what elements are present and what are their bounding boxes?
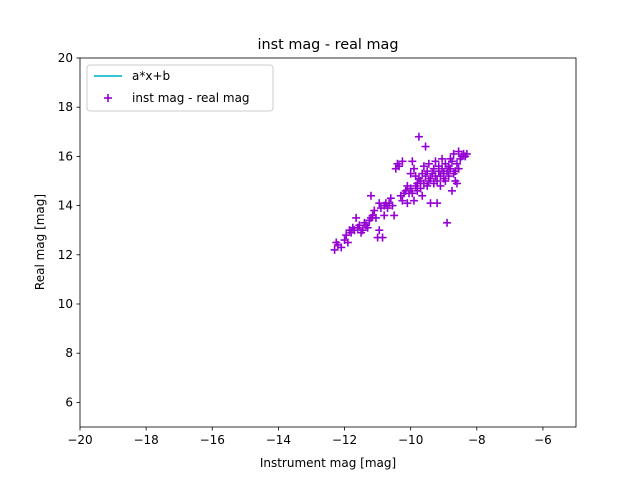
data-point xyxy=(378,233,387,242)
data-point xyxy=(448,186,456,195)
data-point xyxy=(337,243,346,252)
data-point xyxy=(462,149,471,158)
data-point xyxy=(433,177,442,185)
data-point xyxy=(330,245,339,254)
x-tick-label: −16 xyxy=(200,433,225,447)
y-axis-ticks: 6 8 10 12 14 16 18 20 xyxy=(58,51,80,409)
legend: a*x+b inst mag - real mag xyxy=(86,64,274,112)
x-tick-label: −8 xyxy=(468,433,486,447)
data-point xyxy=(421,142,430,151)
data-point xyxy=(342,231,351,240)
data-point xyxy=(370,206,379,215)
data-point xyxy=(371,213,380,222)
data-point xyxy=(429,164,438,173)
legend-box xyxy=(86,64,274,112)
data-point xyxy=(438,154,447,163)
data-point xyxy=(449,149,458,158)
x-tick-label: −20 xyxy=(67,433,92,447)
data-point xyxy=(403,199,412,208)
data-point xyxy=(452,179,461,188)
data-point xyxy=(409,164,418,173)
data-point xyxy=(363,223,372,232)
data-point xyxy=(414,132,423,141)
data-point xyxy=(409,196,418,205)
data-point xyxy=(446,164,455,173)
y-tick-label: 14 xyxy=(58,199,73,213)
data-point xyxy=(423,167,432,176)
y-tick-label: 16 xyxy=(58,149,73,163)
y-tick-label: 10 xyxy=(58,297,73,311)
data-point xyxy=(352,213,361,222)
data-point xyxy=(380,211,389,220)
data-point xyxy=(426,174,435,183)
x-tick-label: −10 xyxy=(398,433,423,447)
x-axis-label: Instrument mag [mag] xyxy=(260,456,396,470)
plot-area xyxy=(80,58,576,427)
data-point xyxy=(343,238,352,247)
data-point xyxy=(421,172,430,181)
data-point xyxy=(436,181,445,190)
data-point xyxy=(443,218,452,227)
data-point xyxy=(383,204,392,213)
y-tick-label: 6 xyxy=(65,395,73,409)
y-tick-label: 20 xyxy=(58,51,73,65)
plot-frame xyxy=(79,57,577,428)
x-tick-label: −12 xyxy=(332,433,357,447)
y-axis-label: Real mag [mag] xyxy=(33,194,47,290)
data-point xyxy=(406,184,415,193)
y-tick-label: 8 xyxy=(65,346,73,360)
chart-title: inst mag - real mag xyxy=(258,37,399,53)
data-point xyxy=(418,191,427,200)
data-point xyxy=(431,157,440,166)
data-point xyxy=(423,181,432,190)
data-point xyxy=(419,162,428,171)
data-point xyxy=(454,164,463,173)
data-point xyxy=(104,94,112,102)
y-tick-label: 18 xyxy=(58,100,73,114)
x-tick-label: −18 xyxy=(133,433,158,447)
legend-label-data: inst mag - real mag xyxy=(132,91,250,105)
data-point xyxy=(388,201,397,210)
data-point xyxy=(390,211,399,220)
x-tick-label: −6 xyxy=(534,433,552,447)
x-axis-ticks: −20 −18 −16 −14 −12 −10 −8 −6 xyxy=(67,427,552,447)
data-point xyxy=(416,184,425,193)
data-point xyxy=(398,157,407,166)
legend-label-fit: a*x+b xyxy=(132,69,170,83)
data-point xyxy=(444,172,453,181)
y-tick-label: 12 xyxy=(58,248,73,262)
data-points xyxy=(330,132,471,254)
data-point xyxy=(424,159,433,168)
data-point xyxy=(448,157,456,166)
data-point xyxy=(454,147,463,156)
data-point xyxy=(366,191,375,200)
data-point xyxy=(452,159,461,168)
x-tick-label: −14 xyxy=(266,433,291,447)
legend-marker-swatch xyxy=(104,94,112,102)
data-point xyxy=(398,196,407,205)
data-point xyxy=(406,169,415,178)
data-point xyxy=(408,189,417,198)
data-point xyxy=(441,177,450,185)
data-point xyxy=(433,199,442,208)
data-point xyxy=(395,162,404,171)
data-point xyxy=(358,226,367,235)
data-point xyxy=(375,226,384,235)
data-point xyxy=(386,194,395,203)
data-point xyxy=(438,164,447,173)
data-point xyxy=(408,157,417,166)
